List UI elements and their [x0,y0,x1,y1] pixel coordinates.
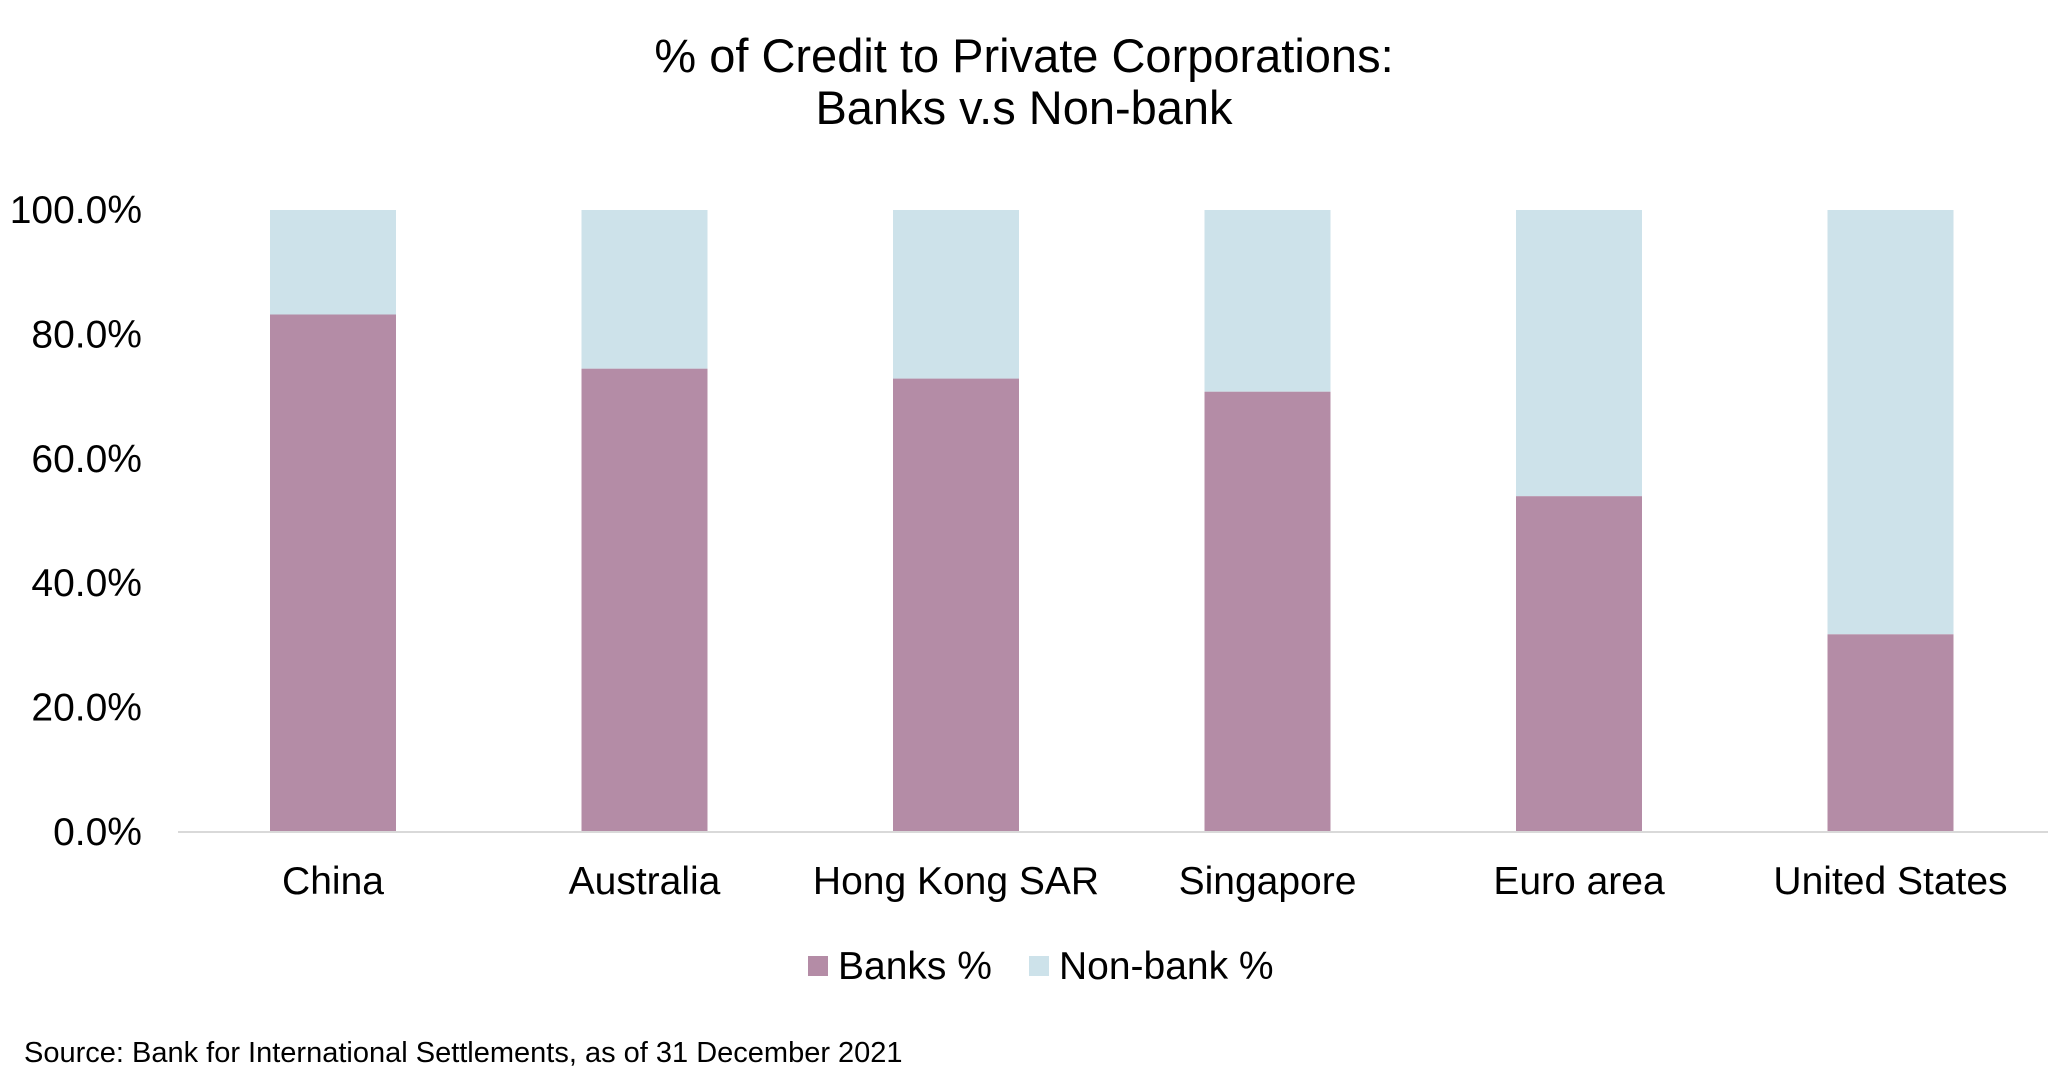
legend-label: Banks % [838,945,992,988]
x-category-label: United States [1773,860,2007,903]
x-category-label: Australia [569,860,721,903]
x-category-label: China [282,860,384,903]
legend-swatch [1029,956,1049,976]
bar-non-bank [1204,210,1331,392]
bar-banks [1516,496,1642,832]
y-tick-label: 80.0% [31,313,142,356]
y-tick-label: 60.0% [31,438,142,481]
y-tick-label: 100.0% [10,189,142,232]
bar-banks [581,368,708,832]
bar-non-bank [1516,210,1642,497]
y-tick-label: 0.0% [53,811,142,854]
legend-label: Non-bank % [1059,945,1274,988]
x-axis: China Australia Hong Kong SAR Singapore Euro… [282,860,2008,903]
bar-non-bank [893,210,1019,379]
y-axis: 0.0% 20.0% 40.0% 60.0% 80.0% 100.0% [10,189,142,854]
bar-non-bank [1827,210,1954,635]
chart-title-line-2: Banks v.s Non-bank [815,81,1233,134]
source-note: Source: Bank for International Settlemen… [24,1037,903,1069]
bar-banks [893,378,1019,832]
bar-non-bank [581,210,708,369]
legend-swatch [808,956,828,976]
x-category-label: Singapore [1179,860,1357,903]
legend: Banks % Non-bank % [808,945,1274,988]
bars [270,210,1954,833]
x-category-label: Euro area [1493,860,1665,903]
bar-banks [1204,391,1331,832]
y-tick-label: 40.0% [31,562,142,605]
x-category-label: Hong Kong SAR [813,860,1099,903]
bar-banks [270,314,396,833]
chart-title-line-1: % of Credit to Private Corporations: [654,29,1393,82]
bar-banks [1827,634,1954,832]
bar-non-bank [270,210,396,315]
y-tick-label: 20.0% [31,687,142,730]
